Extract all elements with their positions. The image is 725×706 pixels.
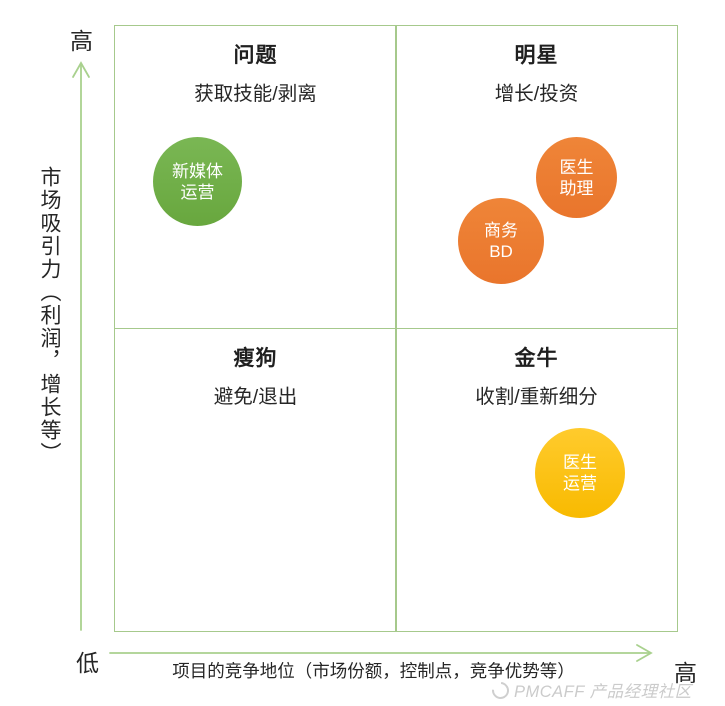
bubble-label-line: 运营 bbox=[563, 474, 597, 493]
bubble-business-bd: 商务 BD bbox=[458, 198, 544, 284]
bubble-doctor-operations: 医生 运营 bbox=[535, 428, 625, 518]
quadrant-star: 明星 增长/投资 bbox=[396, 26, 677, 329]
bubble-label-line: 商务 bbox=[484, 221, 518, 240]
pmcaff-logo-icon bbox=[488, 678, 513, 702]
quadrant-cash-cow: 金牛 收割/重新细分 bbox=[396, 329, 677, 632]
quadrant-dog-subtitle: 避免/退出 bbox=[213, 385, 298, 408]
quadrant-cash-cow-subtitle: 收割/重新细分 bbox=[475, 385, 598, 408]
quadrant-star-title: 明星 bbox=[514, 44, 559, 67]
bubble-label-line: 医生 bbox=[563, 453, 597, 472]
quadrant-problem: 问题 获取技能/剥离 bbox=[115, 26, 396, 329]
quadrant-dog: 瘦狗 避免/退出 bbox=[115, 329, 396, 632]
y-axis-title: 市场吸引力（利润，增长等） bbox=[38, 166, 61, 465]
bubble-doctor-assistant: 医生 助理 bbox=[536, 137, 617, 218]
bubble-label-line: 新媒体 bbox=[172, 161, 223, 181]
quadrant-dog-title: 瘦狗 bbox=[233, 346, 278, 370]
quadrant-problem-subtitle: 获取技能/剥离 bbox=[194, 83, 317, 105]
quadrant-star-subtitle: 增长/投资 bbox=[494, 83, 579, 105]
watermark-text: PMCAFF 产品经理社区 bbox=[514, 683, 692, 701]
bubble-label-line: BD bbox=[489, 242, 513, 261]
bubble-label-line: 助理 bbox=[559, 178, 594, 198]
x-axis-title: 项目的竞争地位（市场份额，控制点，竞争优势等） bbox=[172, 661, 575, 681]
watermark: PMCAFF 产品经理社区 bbox=[488, 678, 692, 702]
x-axis-high-label: 高 bbox=[674, 660, 697, 686]
bubble-new-media-operations: 新媒体 运营 bbox=[153, 137, 242, 226]
bubble-label-line: 运营 bbox=[180, 182, 215, 202]
bubble-label-line: 医生 bbox=[559, 157, 594, 177]
origin-low-label: 低 bbox=[76, 650, 99, 676]
matrix-grid: 问题 获取技能/剥离 明星 增长/投资 瘦狗 避免/退出 金牛 收割/重新细分 bbox=[114, 25, 678, 632]
quadrant-cash-cow-title: 金牛 bbox=[514, 346, 559, 370]
quadrant-problem-title: 问题 bbox=[233, 44, 278, 67]
y-axis-arrow bbox=[72, 61, 90, 631]
y-axis-high-label: 高 bbox=[70, 28, 93, 54]
matrix-horizontal-divider bbox=[115, 327, 677, 330]
